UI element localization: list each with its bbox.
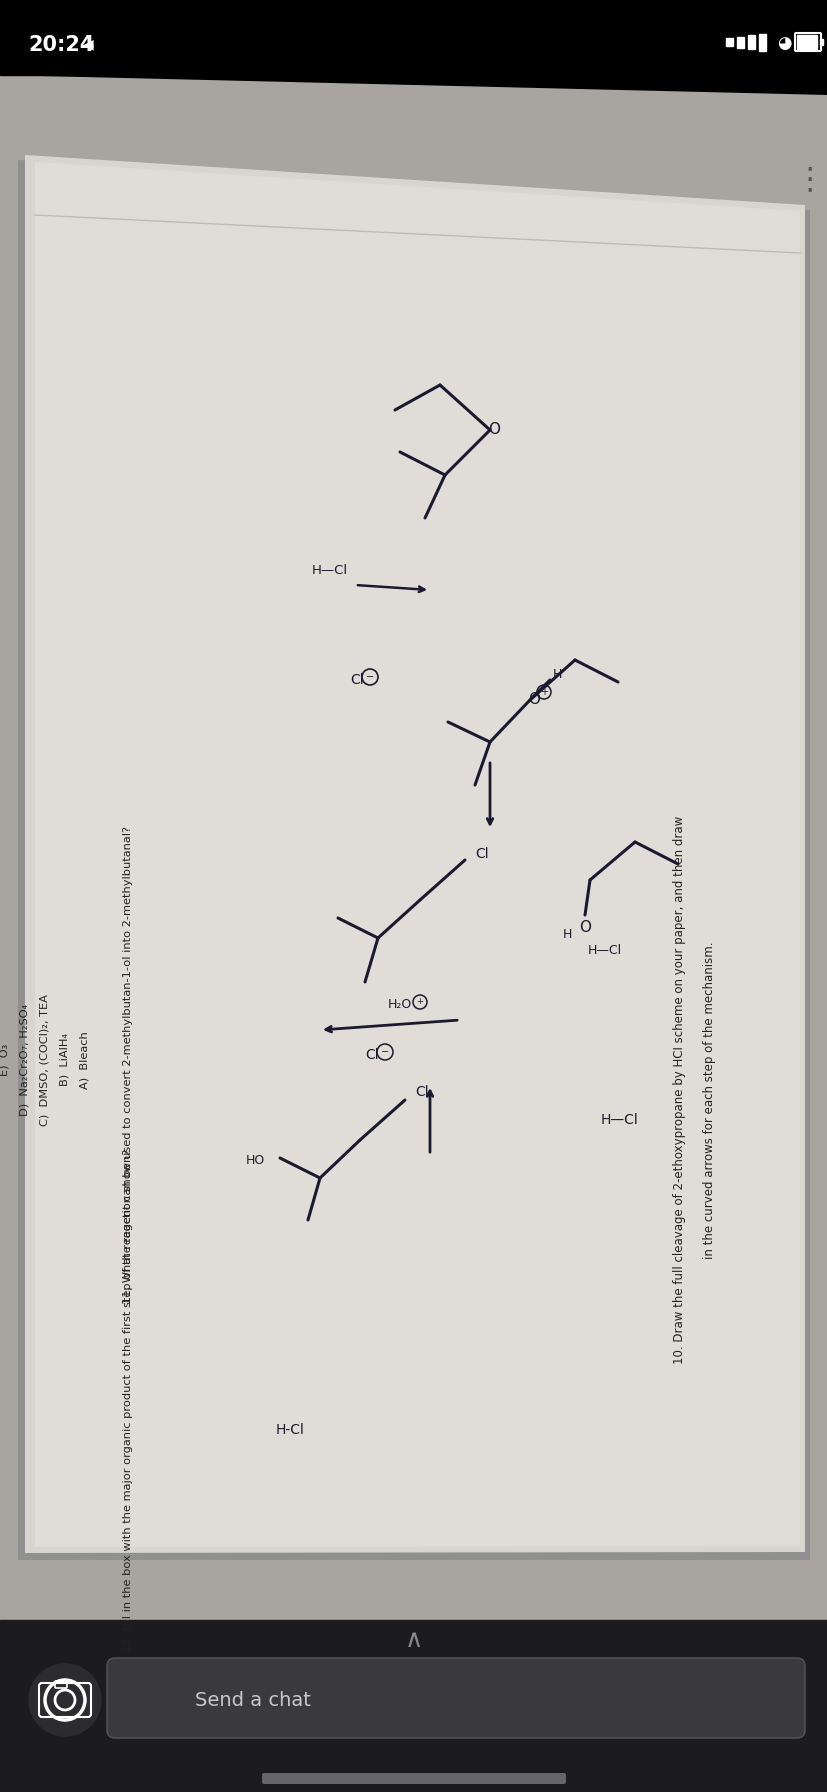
Bar — [747, 36, 754, 48]
Text: ⋮: ⋮ — [794, 165, 825, 195]
Bar — [725, 38, 732, 47]
FancyBboxPatch shape — [107, 1658, 804, 1738]
Text: HO: HO — [246, 1154, 265, 1167]
Text: ◕: ◕ — [776, 34, 791, 52]
Text: H—Cl: H—Cl — [587, 944, 621, 957]
Text: O: O — [528, 692, 539, 708]
Text: ∧: ∧ — [404, 1627, 423, 1652]
Text: H: H — [562, 928, 571, 941]
Text: −: − — [366, 672, 374, 683]
Text: +: + — [539, 686, 547, 697]
Circle shape — [29, 1665, 101, 1736]
Text: H—Cl: H—Cl — [312, 563, 347, 577]
Polygon shape — [0, 75, 827, 1659]
Text: B)  LiAlH₄: B) LiAlH₄ — [60, 1034, 70, 1086]
Text: C)  DMSO, (COCl)₂, TEA: C) DMSO, (COCl)₂, TEA — [40, 995, 50, 1125]
Text: Send a chat: Send a chat — [195, 1690, 310, 1710]
Text: −: − — [380, 1047, 389, 1057]
Text: 12. Fill in the box with the major organic product of the first step of the reac: 12. Fill in the box with the major organ… — [123, 1149, 133, 1652]
Text: 20:24: 20:24 — [28, 36, 94, 56]
Polygon shape — [25, 154, 804, 1554]
Text: Cl: Cl — [475, 848, 488, 860]
Polygon shape — [18, 159, 809, 1561]
Bar — [758, 34, 765, 50]
Bar — [736, 38, 743, 48]
Text: Cl: Cl — [350, 674, 363, 686]
Text: H₂O: H₂O — [387, 998, 412, 1011]
Bar — [0, 1620, 827, 1792]
Text: Cl: Cl — [365, 1048, 378, 1063]
Text: 10. Draw the full cleavage of 2-ethoxypropane by HCI scheme on your paper, and t: 10. Draw the full cleavage of 2-ethoxypr… — [672, 815, 686, 1364]
Text: O: O — [487, 423, 500, 437]
Bar — [0, 0, 827, 75]
Bar — [795, 34, 819, 50]
Text: H: H — [552, 668, 561, 681]
Text: +: + — [416, 998, 423, 1007]
Polygon shape — [35, 161, 799, 1546]
Text: 11. What reagent can be used to convert 2-methylbutan-1-ol into 2-methylbutanal?: 11. What reagent can be used to convert … — [123, 826, 133, 1305]
Bar — [819, 39, 822, 45]
Text: E)  O₃: E) O₃ — [0, 1045, 10, 1077]
Text: H-Cl: H-Cl — [275, 1423, 304, 1437]
Text: D)  Na₂Cr₂O₇, H₂SO₄: D) Na₂Cr₂O₇, H₂SO₄ — [20, 1004, 30, 1116]
Text: ◀: ◀ — [83, 38, 93, 50]
Text: H—Cl: H—Cl — [600, 1113, 638, 1127]
Text: A)  Bleach: A) Bleach — [80, 1030, 90, 1090]
Text: Cl: Cl — [414, 1084, 428, 1098]
Text: O: O — [578, 919, 590, 934]
Text: in the curved arrows for each step of the mechanism.: in the curved arrows for each step of th… — [703, 941, 715, 1258]
FancyBboxPatch shape — [261, 1772, 566, 1785]
Bar — [796, 36, 816, 48]
